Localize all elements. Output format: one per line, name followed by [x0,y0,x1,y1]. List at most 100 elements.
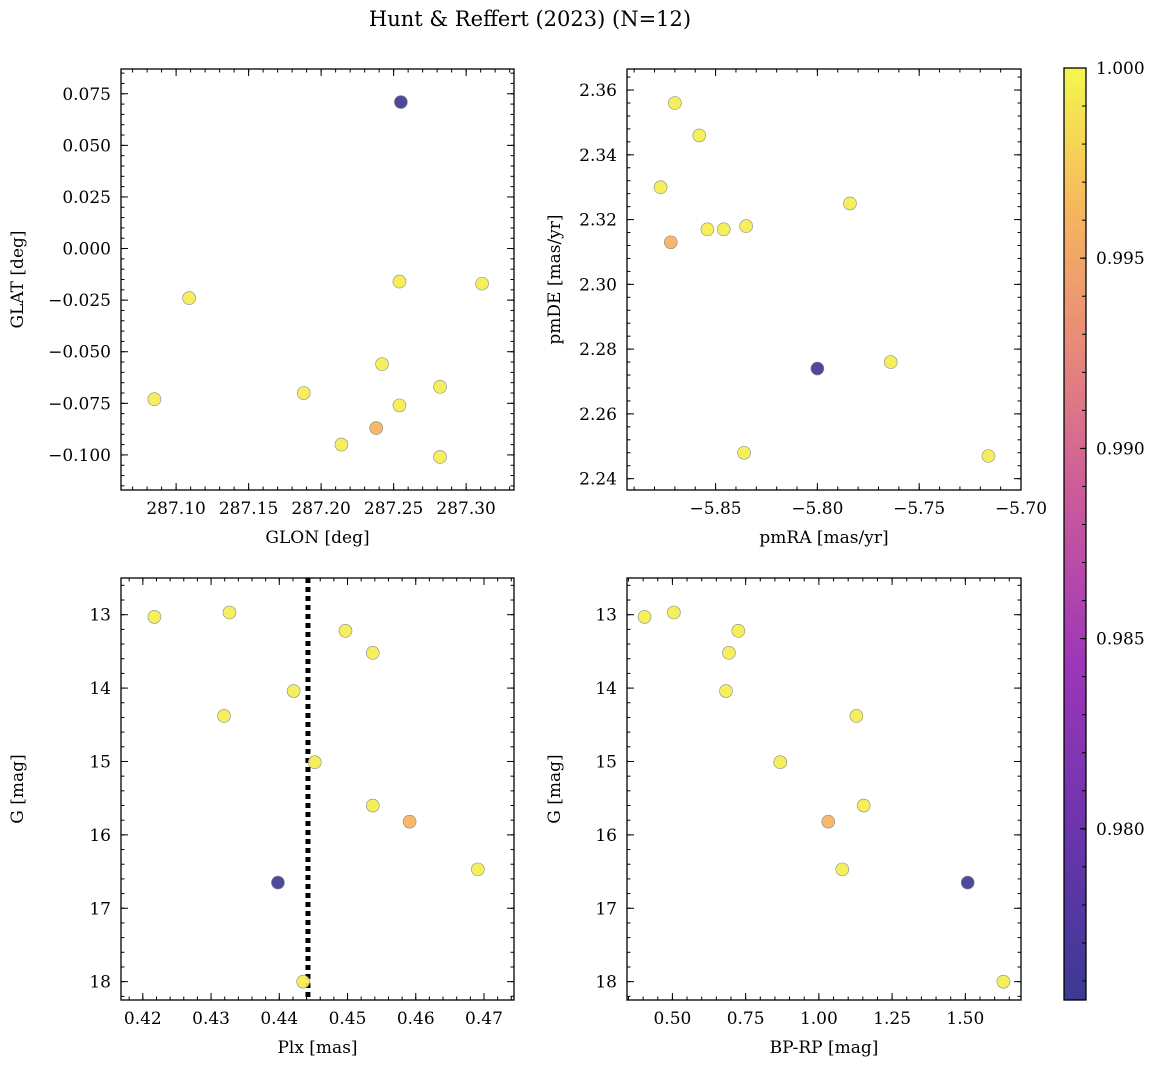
y-tick-label: 14 [595,679,617,699]
panel-bprp-g: 0.50 0.75 1.00 1.25 1.50 13 14 15 16 17 18 BP-RP [m… [545,577,1022,1058]
x-tick-label: 0.44 [260,1009,298,1029]
scatter-point [810,361,825,376]
axes-frame [626,577,1022,1001]
x-tick-label: 0.46 [397,1009,435,1029]
x-tick-label: −5.85 [690,499,742,519]
y-axis-label: G [mag] [545,754,565,823]
x-tick-label: −5.75 [893,499,945,519]
x-tick-label: 287.20 [291,499,350,519]
x-tick-label: 1.50 [946,1009,984,1029]
x-axis-label: GLON [deg] [265,528,369,548]
scatter-point [147,610,162,624]
x-tick-label: 287.30 [436,499,495,519]
x-tick-label: 0.45 [329,1009,367,1029]
scatter-point [222,605,237,620]
colorbar-tick-label: 0.985 [1096,630,1145,650]
scatter-point [286,684,301,698]
y-tick-label: 2.34 [579,146,617,166]
panels: 287.10 287.15 287.20 287.25 287.30 −0.100 −0.0… [8,68,1047,1058]
colorbar-tick-label: 0.980 [1096,820,1145,840]
x-tick-label: 287.25 [364,499,423,519]
x-axis-label: BP-RP [mag] [770,1038,879,1058]
scatter-point [731,624,746,638]
y-tick-label: −0.100 [48,446,111,466]
y-tick-label: 15 [89,752,111,772]
scatter-point [719,684,733,698]
x-tick-label: 0.43 [192,1009,230,1029]
scatter-point [392,398,407,413]
scatter-point [849,709,864,723]
scatter-point [716,222,731,237]
scatter-point [475,276,489,291]
y-tick-label: 2.36 [579,81,617,101]
scatter-point [471,862,485,877]
scatter-point [668,96,682,110]
x-tick-label: −5.80 [791,499,843,519]
x-axis-label: pmRA [mas/yr] [759,528,888,548]
panel-glon-glat: 287.10 287.15 287.20 287.25 287.30 −0.100 −0.0… [8,68,515,548]
x-axis-label: Plx [mas] [277,1038,357,1058]
axes-frame [120,577,515,1001]
x-tick-label: 0.50 [653,1009,691,1029]
colorbar-tick-label: 0.995 [1096,249,1145,269]
scatter-point [365,798,380,813]
scatter-point [856,798,871,813]
x-tick-label: −5.70 [995,499,1047,519]
y-tick-label: 0.050 [62,136,111,156]
colorbar-tick-label: 1.000 [1096,59,1145,79]
y-tick-label: 0.075 [62,85,111,105]
scatter-point [402,814,417,829]
scatter-point [637,610,652,624]
y-tick-label: 2.28 [579,340,617,360]
scatter-point [653,180,668,195]
x-tick-label: 1.00 [800,1009,838,1029]
scatter-point [981,449,996,463]
y-tick-label: 13 [595,606,617,626]
y-tick-label: 2.30 [579,275,617,295]
scatter-point [296,974,310,989]
scatter-point [883,355,898,369]
scatter-point [692,128,707,143]
y-tick-label: 2.32 [579,211,617,231]
scatter-point [700,222,715,237]
y-tick-label: 13 [89,606,111,626]
scatter-point [843,196,857,211]
y-tick-label: −0.050 [48,343,111,363]
scatter-point [663,235,678,250]
figure-title: Hunt & Reffert (2023) (N=12) [369,7,691,31]
y-tick-label: 16 [89,826,111,846]
scatter-point [271,875,285,890]
x-tick-label: 287.15 [219,499,278,519]
scatter-point [739,219,753,233]
scatter-point [307,755,322,770]
y-tick-label: −0.075 [48,394,111,414]
y-axis-label: G [mag] [8,754,28,823]
x-tick-label: 0.75 [727,1009,765,1029]
y-tick-label: 16 [595,826,617,846]
scatter-point [737,445,751,460]
colorbar: 0.980 0.985 0.990 0.995 1.000 [1063,59,1145,1001]
axes-frame [120,68,515,491]
scatter-point [365,646,380,660]
scatter-point [394,95,408,109]
scatter-point [369,421,384,435]
panel-plx-g: 0.42 0.43 0.44 0.45 0.46 0.47 13 14 15 16 17 18 Plx … [8,577,515,1058]
y-tick-label: 17 [595,899,617,919]
scatter-point [773,755,788,770]
x-tick-label: 0.47 [465,1009,503,1029]
x-tick-label: 0.42 [124,1009,162,1029]
axes-frame [626,68,1022,491]
y-tick-label: 17 [89,899,111,919]
scatter-point [996,974,1011,989]
y-axis-label: pmDE [mas/yr] [545,214,565,344]
scatter-point [182,291,196,305]
scatter-point [960,875,975,890]
y-tick-label: 0.000 [62,240,111,260]
scatter-point [821,814,836,829]
scatter-point [217,709,231,723]
scatter-point [334,437,349,452]
colorbar-gradient [1063,67,1087,1001]
x-tick-label: 287.10 [146,499,205,519]
y-tick-label: 15 [595,752,617,772]
scatter-point [722,646,736,660]
